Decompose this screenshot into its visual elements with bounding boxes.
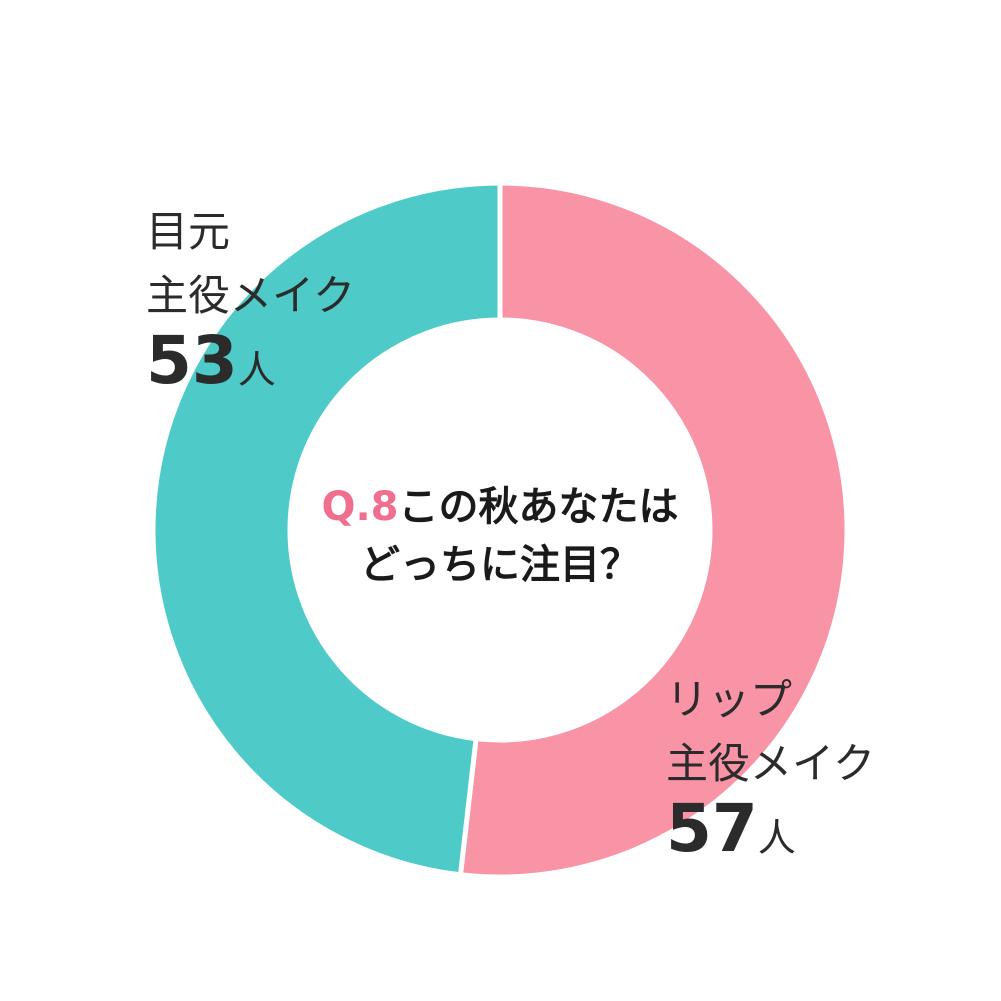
slice-label-lip-count: 57人 (666, 796, 875, 879)
donut-slice-lip (457, 180, 850, 880)
slice-label-lip-unit: 人 (757, 816, 796, 860)
slice-label-eye-line-1: 目元 (146, 207, 231, 256)
slice-label-eye: 目元 主役メイク 53人 (146, 200, 355, 411)
slice-label-eye-count: 53人 (146, 328, 355, 411)
question-line-1: Q.8この秋あなたは (250, 478, 750, 536)
donut-slices (150, 180, 850, 880)
question-line-2: どっちに注目？ (360, 542, 640, 588)
slice-label-eye-line-2: 主役メイク (146, 271, 356, 320)
question-prefix: Q.8 (321, 484, 399, 530)
slice-label-eye-value: 53 (146, 322, 238, 399)
slice-label-lip-value: 57 (666, 790, 758, 867)
donut-slice-eye (150, 180, 503, 878)
slice-label-lip-line-1: リップ (666, 675, 793, 724)
slice-label-lip-line-2: 主役メイク (666, 739, 876, 788)
slice-label-lip: リップ 主役メイク 57人 (666, 668, 875, 879)
question-text: Q.8この秋あなたは どっちに注目？ (250, 478, 750, 594)
slice-label-eye-unit: 人 (237, 348, 276, 392)
question-line-1-text: この秋あなたは (398, 484, 679, 530)
